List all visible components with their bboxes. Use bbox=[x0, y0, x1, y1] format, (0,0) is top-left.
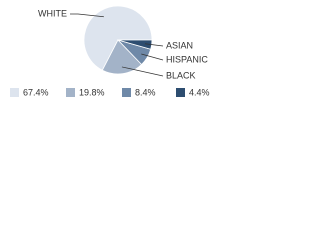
slice-label: HISPANIC bbox=[166, 54, 208, 64]
slice-label: BLACK bbox=[166, 70, 196, 80]
leader-line bbox=[141, 53, 164, 61]
legend-swatch bbox=[122, 88, 131, 97]
legend-label: 4.4% bbox=[189, 87, 210, 97]
legend-swatch bbox=[176, 88, 185, 97]
legend-label: 8.4% bbox=[135, 87, 156, 97]
slice-label: ASIAN bbox=[166, 40, 193, 50]
pie-slice bbox=[83, 5, 153, 71]
pie-slice bbox=[101, 39, 143, 75]
slice-label: WHITE bbox=[38, 8, 67, 18]
leader-line bbox=[121, 66, 164, 77]
leader-line bbox=[70, 13, 104, 18]
legend-label: 19.8% bbox=[79, 87, 105, 97]
legend-swatch bbox=[10, 88, 19, 97]
legend-swatch bbox=[66, 88, 75, 97]
legend-label: 67.4% bbox=[23, 87, 49, 97]
leader-line bbox=[144, 43, 164, 47]
chart: WHITE BLACK HISPANIC ASIAN 67.4% 19.8% 8.4% 4.4… bbox=[10, 5, 210, 97]
